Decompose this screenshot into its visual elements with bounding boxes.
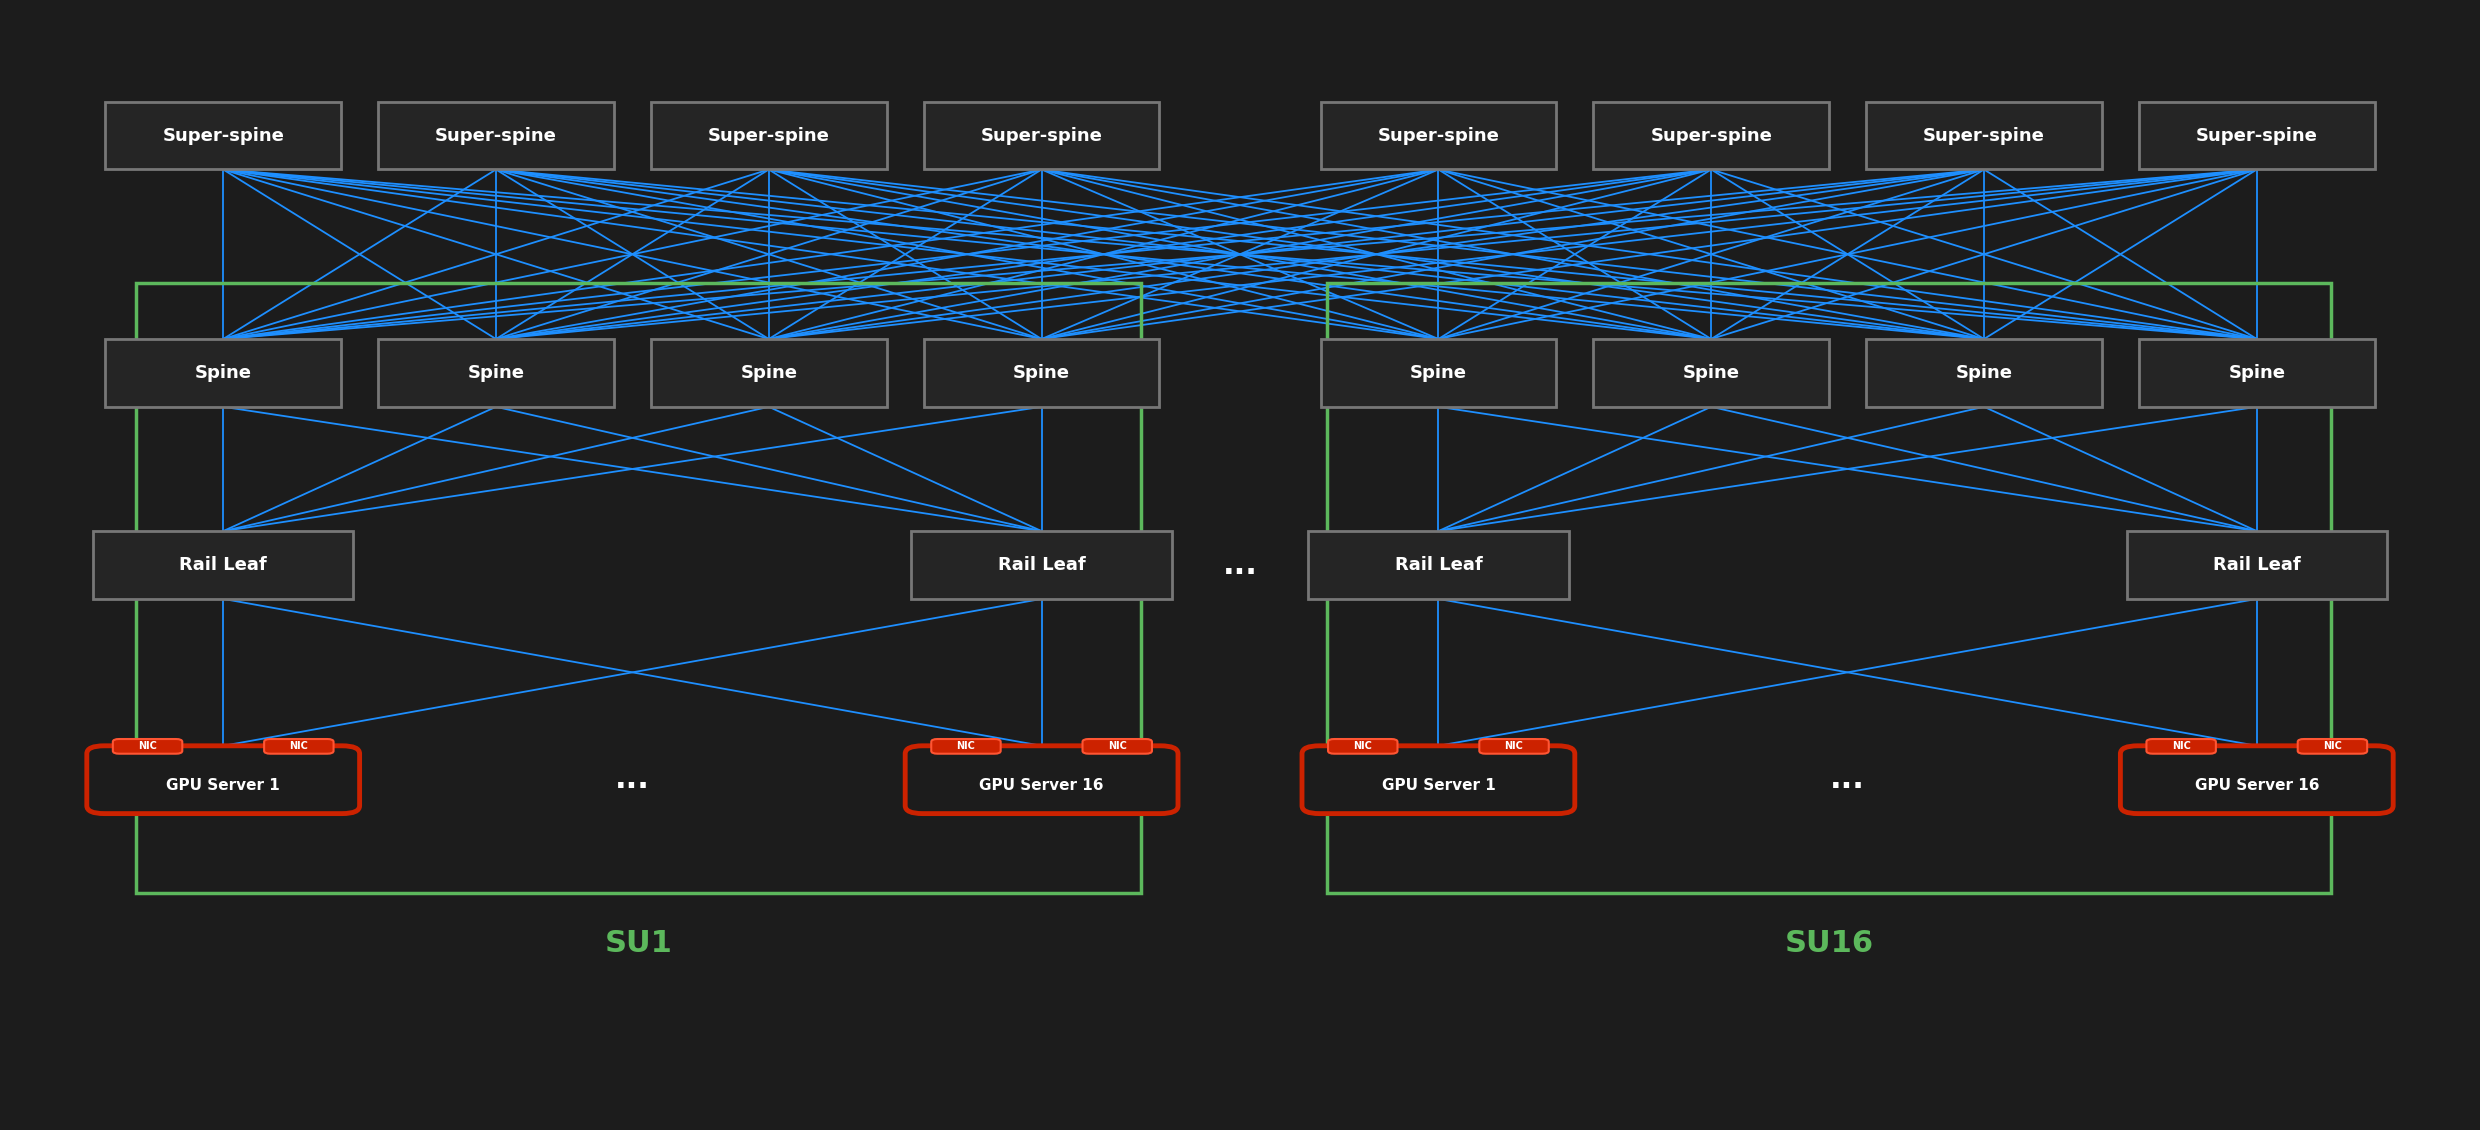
Text: ...: ... [1223, 550, 1257, 580]
Text: Super-spine: Super-spine [2195, 127, 2319, 145]
Text: Spine: Spine [1957, 364, 2011, 382]
FancyBboxPatch shape [2120, 746, 2393, 814]
FancyBboxPatch shape [1302, 746, 1575, 814]
FancyBboxPatch shape [1322, 339, 1557, 407]
FancyBboxPatch shape [1867, 102, 2103, 170]
Text: Super-spine: Super-spine [1649, 127, 1773, 145]
FancyBboxPatch shape [2138, 339, 2376, 407]
FancyBboxPatch shape [1081, 739, 1151, 754]
FancyBboxPatch shape [925, 339, 1161, 407]
FancyBboxPatch shape [1322, 102, 1557, 170]
Text: Spine: Spine [469, 364, 523, 382]
Text: Rail Leaf: Rail Leaf [2212, 556, 2301, 574]
Text: NIC: NIC [2172, 741, 2190, 751]
Text: Spine: Spine [742, 364, 796, 382]
Text: Rail Leaf: Rail Leaf [997, 556, 1086, 574]
FancyBboxPatch shape [650, 339, 888, 407]
Text: NIC: NIC [290, 741, 308, 751]
FancyBboxPatch shape [905, 746, 1178, 814]
Text: Super-spine: Super-spine [980, 127, 1104, 145]
FancyBboxPatch shape [932, 739, 1002, 754]
Text: SU1: SU1 [605, 929, 672, 958]
FancyBboxPatch shape [263, 739, 332, 754]
Text: Spine: Spine [1411, 364, 1466, 382]
FancyBboxPatch shape [377, 102, 615, 170]
FancyBboxPatch shape [650, 102, 888, 170]
Text: Super-spine: Super-spine [707, 127, 831, 145]
Text: Spine: Spine [2230, 364, 2284, 382]
FancyBboxPatch shape [1309, 531, 1570, 599]
FancyBboxPatch shape [94, 531, 355, 599]
Text: NIC: NIC [1109, 741, 1126, 751]
Text: ...: ... [615, 765, 650, 794]
FancyBboxPatch shape [2125, 531, 2386, 599]
Text: NIC: NIC [957, 741, 975, 751]
Text: Spine: Spine [196, 364, 250, 382]
Text: GPU Server 16: GPU Server 16 [2195, 777, 2319, 793]
Text: ...: ... [1830, 765, 1865, 794]
FancyBboxPatch shape [2148, 739, 2217, 754]
Text: Super-spine: Super-spine [434, 127, 558, 145]
Text: Super-spine: Super-spine [1376, 127, 1500, 145]
FancyBboxPatch shape [377, 339, 615, 407]
FancyBboxPatch shape [1329, 739, 1399, 754]
Text: NIC: NIC [2324, 741, 2341, 751]
Text: Super-spine: Super-spine [1922, 127, 2046, 145]
Text: NIC: NIC [1505, 741, 1523, 751]
Text: GPU Server 1: GPU Server 1 [166, 777, 280, 793]
FancyBboxPatch shape [1595, 339, 1830, 407]
Text: GPU Server 1: GPU Server 1 [1381, 777, 1495, 793]
Text: Spine: Spine [1014, 364, 1069, 382]
FancyBboxPatch shape [114, 739, 184, 754]
Text: NIC: NIC [139, 741, 156, 751]
FancyBboxPatch shape [104, 339, 342, 407]
FancyBboxPatch shape [104, 102, 342, 170]
Text: Rail Leaf: Rail Leaf [1394, 556, 1483, 574]
Text: Spine: Spine [1684, 364, 1738, 382]
FancyBboxPatch shape [913, 531, 1171, 599]
Text: SU16: SU16 [1786, 929, 1872, 958]
FancyBboxPatch shape [1595, 102, 1830, 170]
Text: Rail Leaf: Rail Leaf [179, 556, 268, 574]
Text: Super-spine: Super-spine [161, 127, 285, 145]
FancyBboxPatch shape [1867, 339, 2103, 407]
FancyBboxPatch shape [2138, 102, 2376, 170]
Text: NIC: NIC [1354, 741, 1371, 751]
FancyBboxPatch shape [2296, 739, 2366, 754]
FancyBboxPatch shape [87, 746, 360, 814]
Text: GPU Server 16: GPU Server 16 [980, 777, 1104, 793]
FancyBboxPatch shape [1478, 739, 1548, 754]
FancyBboxPatch shape [925, 102, 1161, 170]
